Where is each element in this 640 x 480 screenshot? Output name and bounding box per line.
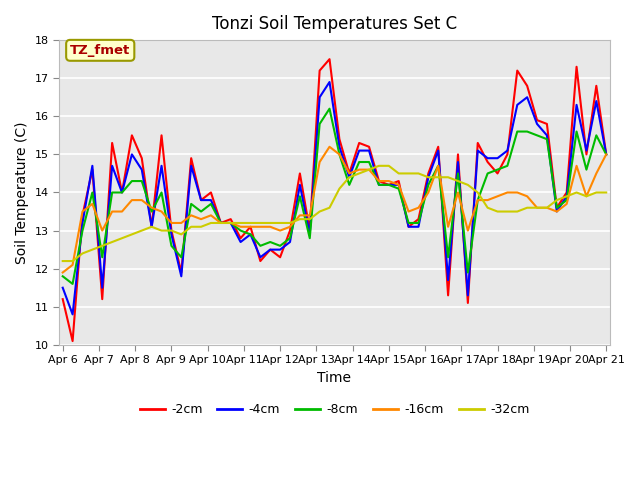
Legend: -2cm, -4cm, -8cm, -16cm, -32cm: -2cm, -4cm, -8cm, -16cm, -32cm (134, 398, 534, 421)
Text: TZ_fmet: TZ_fmet (70, 44, 131, 57)
Y-axis label: Soil Temperature (C): Soil Temperature (C) (15, 121, 29, 264)
X-axis label: Time: Time (317, 371, 351, 385)
Title: Tonzi Soil Temperatures Set C: Tonzi Soil Temperatures Set C (212, 15, 457, 33)
